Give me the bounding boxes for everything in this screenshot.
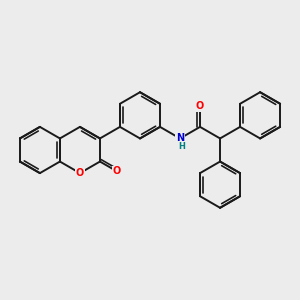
Text: N: N	[176, 134, 184, 143]
Text: O: O	[76, 168, 84, 178]
Text: O: O	[196, 101, 204, 111]
Text: O: O	[113, 167, 121, 176]
Text: H: H	[178, 142, 185, 151]
